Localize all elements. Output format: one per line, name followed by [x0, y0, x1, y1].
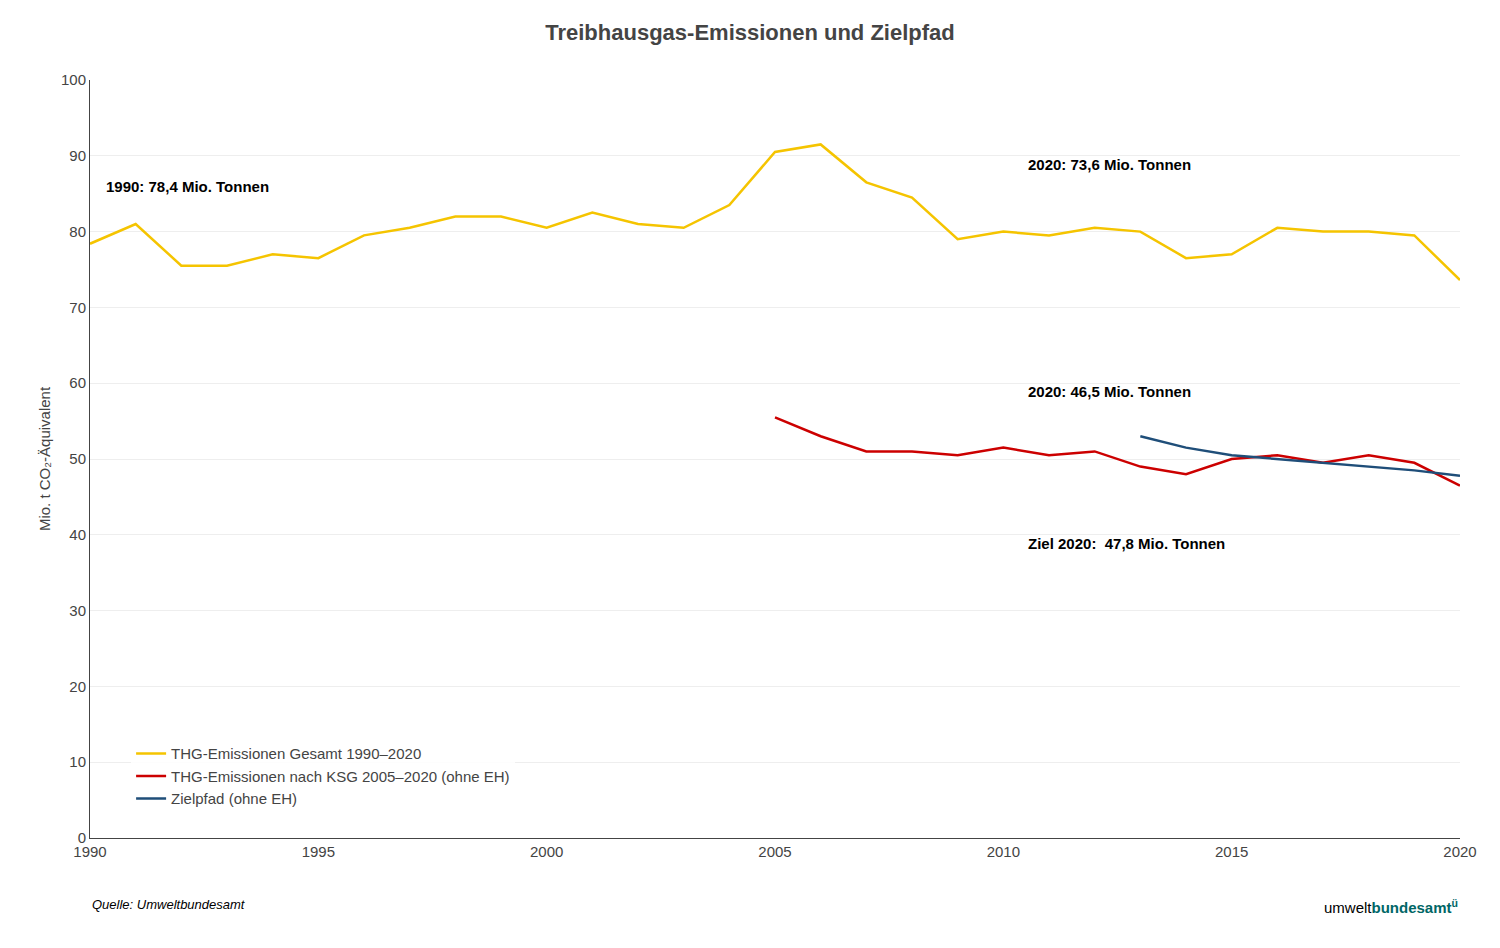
svg-text:100: 100 — [61, 71, 86, 88]
svg-text:Treibhausgas-Emissionen und Zi: Treibhausgas-Emissionen und Zielpfad — [545, 20, 955, 45]
svg-text:2000: 2000 — [530, 843, 563, 860]
svg-text:2015: 2015 — [1215, 843, 1248, 860]
svg-text:1990: 78,4 Mio. Tonnen: 1990: 78,4 Mio. Tonnen — [106, 178, 269, 195]
svg-text:2010: 2010 — [987, 843, 1020, 860]
svg-text:1995: 1995 — [302, 843, 335, 860]
svg-text:60: 60 — [69, 374, 86, 391]
svg-text:0: 0 — [78, 829, 86, 846]
svg-text:2020: 73,6 Mio. Tonnen: 2020: 73,6 Mio. Tonnen — [1028, 156, 1191, 173]
svg-text:THG-Emissionen nach KSG 2005–2: THG-Emissionen nach KSG 2005–2020 (ohne … — [171, 768, 510, 785]
svg-text:umweltbundesamt​ü​: umweltbundesamt​ü​ — [1324, 897, 1458, 916]
svg-text:50: 50 — [69, 450, 86, 467]
svg-text:2005: 2005 — [758, 843, 791, 860]
svg-text:1990: 1990 — [73, 843, 106, 860]
svg-text:10: 10 — [69, 753, 86, 770]
svg-text:90: 90 — [69, 147, 86, 164]
svg-text:THG-Emissionen Gesamt 1990–202: THG-Emissionen Gesamt 1990–2020 — [171, 745, 421, 762]
svg-text:Mio. t CO₂-Äquivalent: Mio. t CO₂-Äquivalent — [36, 386, 53, 531]
svg-text:Zielpfad (ohne EH): Zielpfad (ohne EH) — [171, 790, 297, 807]
svg-text:Ziel 2020: 47,8 Mio. Tonnen: Ziel 2020: 47,8 Mio. Tonnen — [1028, 535, 1225, 552]
svg-text:70: 70 — [69, 299, 86, 316]
svg-text:2020: 2020 — [1443, 843, 1476, 860]
svg-text:80: 80 — [69, 223, 86, 240]
svg-text:Quelle: Umweltbundesamt: Quelle: Umweltbundesamt — [92, 897, 246, 912]
svg-text:20: 20 — [69, 678, 86, 695]
svg-text:2020: 46,5 Mio. Tonnen: 2020: 46,5 Mio. Tonnen — [1028, 383, 1191, 400]
svg-text:40: 40 — [69, 526, 86, 543]
svg-text:30: 30 — [69, 602, 86, 619]
